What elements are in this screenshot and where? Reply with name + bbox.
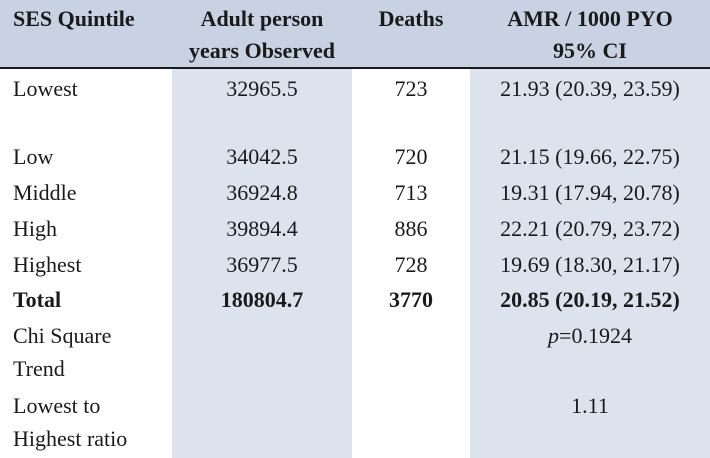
- row-highest-pyo: 36977.5: [226, 252, 298, 277]
- p-value: =0.1924: [559, 323, 632, 348]
- row-high-pyo: 39894.4: [226, 216, 298, 241]
- p-symbol: p: [548, 323, 560, 348]
- chi-square-label-line2: Trend: [13, 356, 65, 381]
- header-ses-quintile: SES Quintile: [13, 6, 135, 31]
- header-band: [0, 0, 710, 68]
- row-high-ses: High: [13, 216, 57, 241]
- header-person-years-line1: Adult person: [200, 6, 324, 31]
- row-highest-amr: 19.69 (18.30, 21.17): [500, 252, 680, 277]
- row-low-pyo: 34042.5: [226, 144, 298, 169]
- ratio-label-line2: Highest ratio: [13, 426, 128, 451]
- row-high-amr: 22.21 (20.79, 23.72): [500, 216, 680, 241]
- row-middle-ses: Middle: [13, 180, 77, 205]
- header-amr-line1: AMR / 1000 PYO: [507, 6, 673, 31]
- pyo-column-shade: [172, 68, 352, 458]
- row-low-amr: 21.15 (19.66, 22.75): [500, 144, 680, 169]
- row-highest-deaths: 728: [394, 252, 428, 277]
- row-total-deaths: 3770: [389, 287, 433, 312]
- row-total-ses: Total: [13, 287, 62, 312]
- row-middle-pyo: 36924.8: [226, 180, 298, 205]
- chi-square-p-value: p=0.1924: [470, 321, 710, 351]
- row-lowest-ses: Lowest: [13, 76, 78, 101]
- ratio-value: 1.11: [571, 393, 609, 418]
- row-total-pyo: 180804.7: [220, 287, 304, 312]
- row-middle-amr: 19.31 (17.94, 20.78): [500, 180, 680, 205]
- row-low-deaths: 720: [394, 144, 428, 169]
- header-amr-line2: 95% CI: [553, 38, 627, 63]
- header-deaths: Deaths: [378, 6, 444, 31]
- chi-square-label-line1: Chi Square: [13, 323, 112, 348]
- row-lowest-deaths: 723: [394, 76, 428, 101]
- ratio-label-line1: Lowest to: [13, 393, 101, 418]
- header-rule: [0, 67, 710, 69]
- row-lowest-amr: 21.93 (20.39, 23.59): [500, 76, 680, 101]
- amr-column-shade: [470, 68, 710, 458]
- row-lowest-pyo: 32965.5: [226, 76, 298, 101]
- row-total-amr: 20.85 (20.19, 21.52): [500, 287, 680, 312]
- row-high-deaths: 886: [394, 216, 428, 241]
- row-highest-ses: Highest: [13, 252, 82, 277]
- header-person-years-line2: years Observed: [188, 38, 336, 63]
- row-low-ses: Low: [13, 144, 54, 169]
- row-middle-deaths: 713: [394, 180, 428, 205]
